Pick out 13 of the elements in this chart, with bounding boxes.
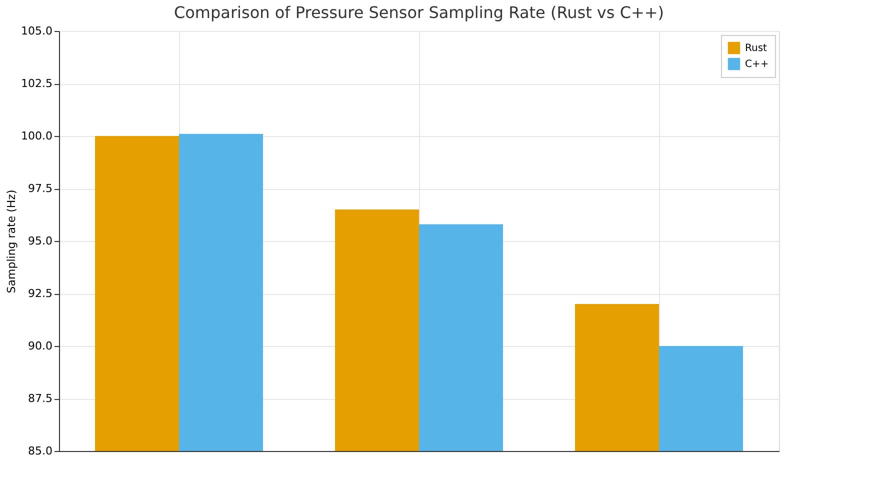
y-tick-label: 102.5 [21,77,52,90]
y-axis-title: Sampling rate (Hz) [5,190,18,294]
y-tick-label: 90.0 [28,340,52,352]
y-tick-label: 92.5 [28,287,52,300]
y-tick-label: 105.0 [21,24,52,38]
chart-title: Comparison of Pressure Sensor Sampling Rate (Rust vs C++) [174,3,664,22]
y-tick-label: 95.0 [28,234,52,248]
y-tick-label: 97.5 [28,182,52,195]
legend-label: C++ [745,59,769,70]
y-tick-label: 100.0 [21,130,52,142]
legend-label: Rust [745,43,768,54]
y-tick-label: 85.0 [28,444,52,458]
y-tick-label: 87.5 [28,392,52,405]
